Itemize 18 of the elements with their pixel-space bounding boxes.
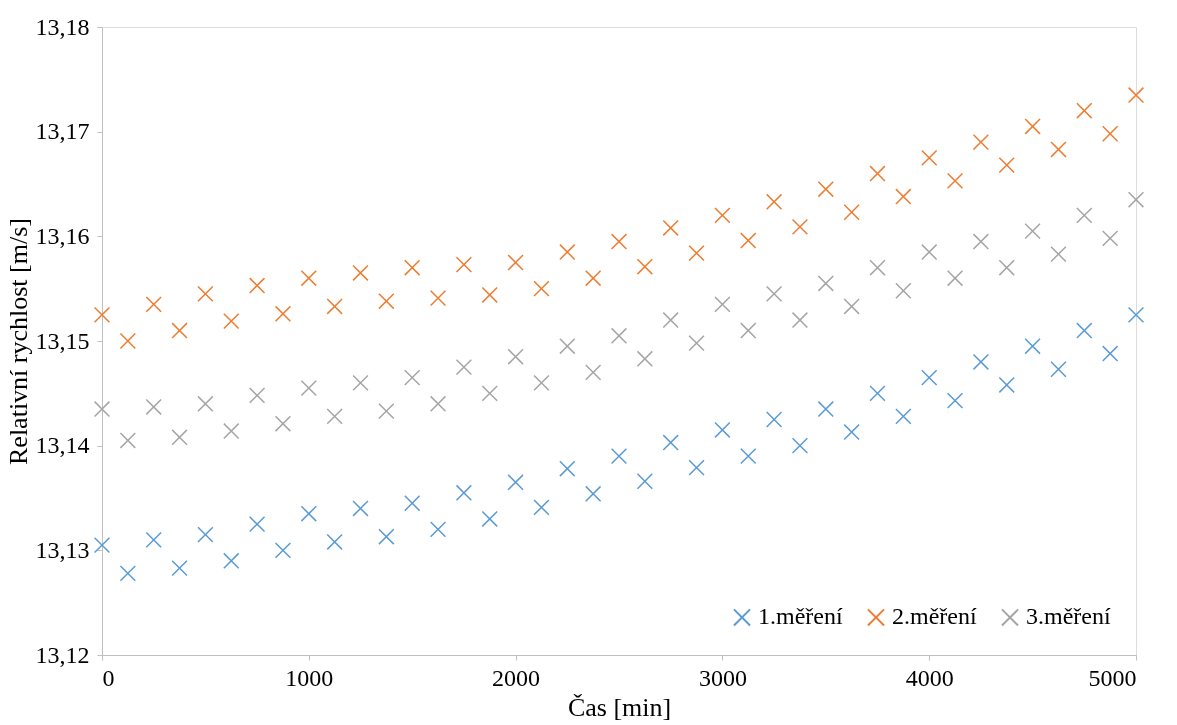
y-tick-label: 13,15 — [35, 327, 90, 354]
y-axis-title: Relativní rychlost [m/s] — [3, 218, 33, 465]
y-tick-label: 13,18 — [35, 13, 90, 40]
x-tick-label: 1000 — [285, 664, 334, 691]
legend-label: 2.měření — [892, 603, 977, 630]
y-tick-label: 13,16 — [35, 222, 90, 249]
x-tick-label: 4000 — [905, 664, 954, 691]
legend-label: 1.měření — [758, 603, 843, 630]
x-axis-title: Čas [min] — [567, 692, 672, 722]
legend-label: 3.měření — [1026, 603, 1111, 630]
x-tick-label: 3000 — [698, 664, 747, 691]
y-tick-label: 13,13 — [35, 536, 90, 563]
y-tick-label: 13,12 — [35, 641, 90, 668]
y-tick-label: 13,14 — [35, 432, 90, 459]
y-tick-label: 13,17 — [35, 118, 90, 145]
x-tick-label: 0 — [102, 664, 115, 691]
x-tick-label: 5000 — [1088, 664, 1137, 691]
x-tick-label: 2000 — [492, 664, 541, 691]
